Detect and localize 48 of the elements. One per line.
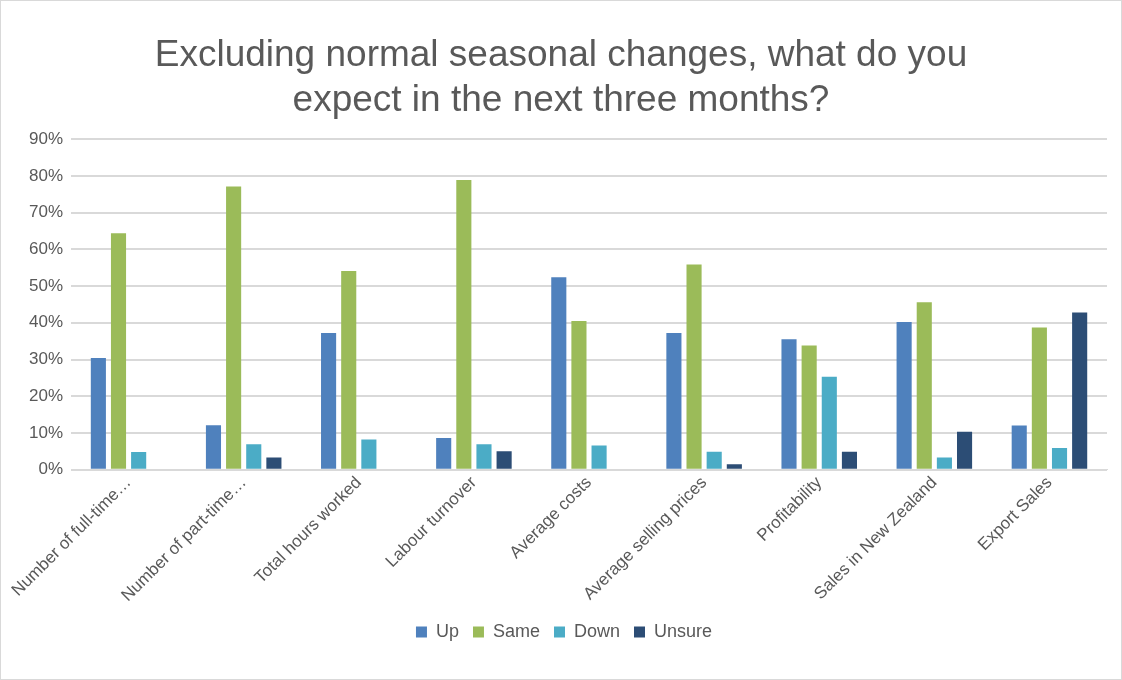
bar [361, 439, 377, 469]
bar [841, 451, 857, 469]
y-tick-label: 80% [28, 165, 64, 185]
bar [957, 431, 973, 469]
bar [1031, 327, 1047, 469]
y-tick-label: 40% [28, 312, 64, 332]
bar [686, 264, 702, 469]
bar [666, 333, 682, 469]
y-tick-label: 20% [28, 385, 64, 405]
bar [321, 333, 337, 469]
bar [456, 179, 472, 469]
legend-label: Unsure [654, 620, 713, 641]
bar [781, 339, 797, 469]
bar [1011, 425, 1027, 469]
y-tick-label: 10% [28, 422, 64, 442]
bar [226, 186, 242, 469]
legend-label: Same [492, 620, 540, 641]
bar [131, 452, 147, 469]
bar [896, 322, 912, 469]
y-tick-label: 30% [28, 349, 64, 369]
legend-label: Up [435, 620, 459, 641]
bar [591, 445, 607, 469]
bar [246, 444, 262, 469]
bar [571, 320, 587, 469]
bar [341, 271, 357, 469]
y-tick-label: 50% [28, 275, 64, 295]
bar [1072, 312, 1088, 469]
bar [436, 438, 452, 469]
y-tick-label: 60% [28, 239, 64, 259]
bar [821, 376, 837, 469]
bar [936, 457, 952, 469]
chart-title: Excluding normal seasonal changes, what do you expect in the next three months? [153, 32, 969, 121]
bar [916, 302, 932, 469]
bar [1051, 448, 1068, 469]
y-tick-label: 0% [38, 459, 64, 479]
y-tick-label: 90% [28, 128, 64, 148]
bar [205, 425, 222, 469]
bar [801, 345, 817, 469]
bar [90, 358, 106, 469]
legend-label: Down [573, 620, 621, 641]
bar [266, 457, 282, 469]
bar [551, 277, 567, 469]
bar [476, 444, 492, 469]
bar [496, 451, 512, 469]
bar [110, 233, 127, 469]
y-tick-label: 70% [28, 202, 64, 222]
bar [726, 464, 742, 469]
bar [706, 451, 722, 469]
